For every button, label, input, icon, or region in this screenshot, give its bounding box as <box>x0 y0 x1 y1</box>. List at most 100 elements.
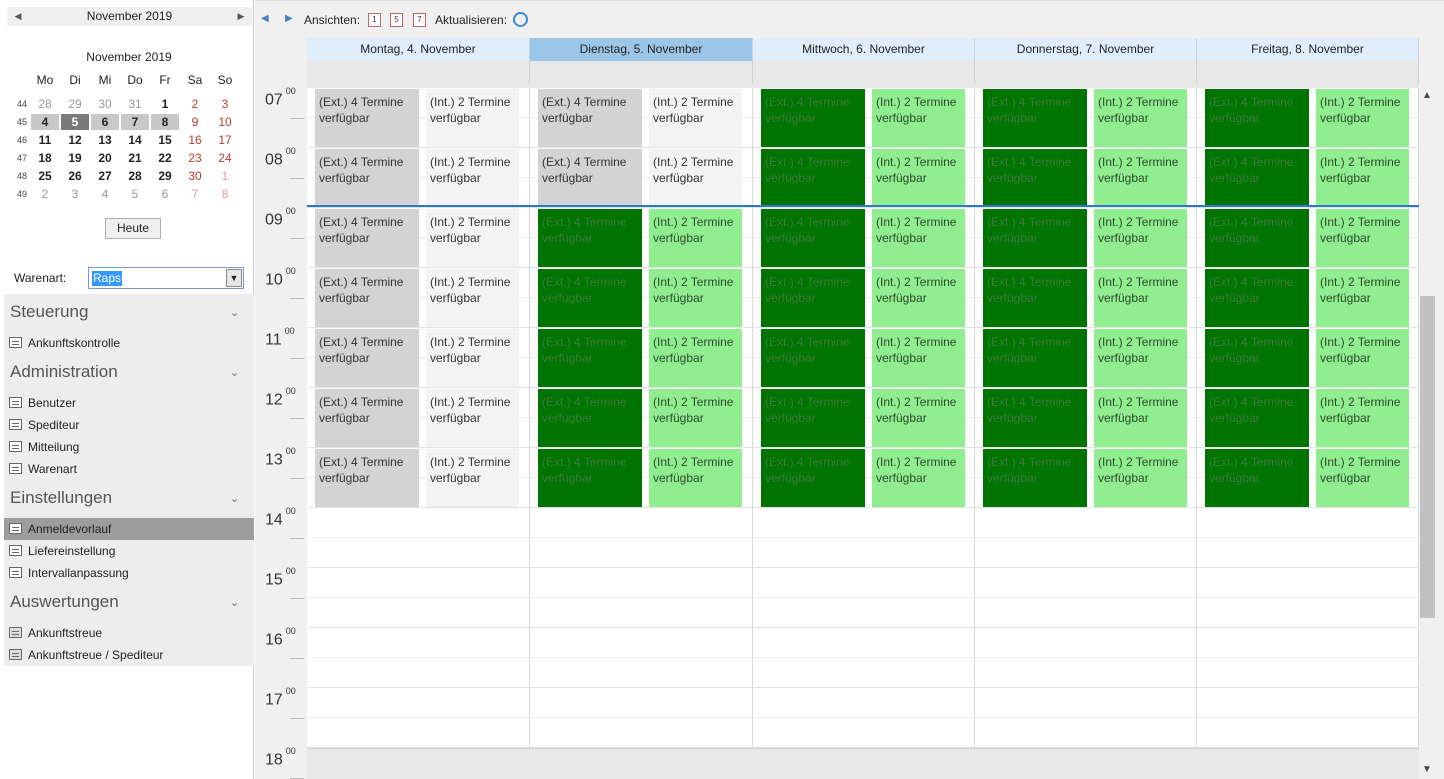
calendar-day[interactable]: 21 <box>128 151 142 165</box>
appointment-int[interactable]: (Int.) 2 Termine verfügbar <box>1316 149 1409 207</box>
nav-item-ankunftstreue-spediteur[interactable]: Ankunftstreue / Spediteur <box>4 644 254 666</box>
appointment-ext[interactable]: (Ext.) 4 Termine verfügbar <box>538 329 642 387</box>
appointment-int[interactable]: (Int.) 2 Termine verfügbar <box>649 209 742 267</box>
scrollbar-thumb[interactable] <box>1420 296 1435 618</box>
appointment-ext[interactable]: (Ext.) 4 Termine verfügbar <box>761 449 865 507</box>
appointment-int[interactable]: (Int.) 2 Termine verfügbar <box>649 449 742 507</box>
time-slot[interactable] <box>975 538 1197 568</box>
calendar-day[interactable]: 28 <box>128 169 142 183</box>
time-slot[interactable] <box>753 538 975 568</box>
appointment-ext[interactable]: (Ext.) 4 Termine verfügbar <box>315 149 419 207</box>
time-slot[interactable] <box>975 688 1197 718</box>
time-slot[interactable] <box>307 178 530 208</box>
time-slot[interactable] <box>530 298 753 328</box>
calendar-day[interactable]: 11 <box>38 133 52 147</box>
appointment-int[interactable]: (Int.) 2 Termine verfügbar <box>649 329 742 387</box>
appointment-ext[interactable]: (Ext.) 4 Termine verfügbar <box>315 209 419 267</box>
calendar-day[interactable]: 9 <box>191 115 199 129</box>
refresh-icon[interactable] <box>513 12 528 27</box>
today-button[interactable]: Heute <box>105 218 161 239</box>
appointment-ext[interactable]: (Ext.) 4 Termine verfügbar <box>983 209 1087 267</box>
calendar-day[interactable]: 22 <box>158 151 172 165</box>
time-slot[interactable] <box>530 598 753 628</box>
chevron-down-icon[interactable]: ⌄ <box>230 493 240 505</box>
appointment-int[interactable]: (Int.) 2 Termine verfügbar <box>1094 329 1187 387</box>
calendar-day[interactable]: 3 <box>221 97 229 111</box>
scroll-up-arrow-icon[interactable]: ▲ <box>1422 90 1432 101</box>
calendar-day[interactable]: 13 <box>98 133 112 147</box>
time-slot[interactable] <box>1197 478 1419 508</box>
calendar-day[interactable]: 6 <box>91 114 119 130</box>
appointment-int[interactable]: (Int.) 2 Termine verfügbar <box>1316 89 1409 147</box>
calendar-day[interactable]: 30 <box>188 169 202 183</box>
appointment-int[interactable]: (Int.) 2 Termine verfügbar <box>1316 329 1409 387</box>
appointment-int[interactable]: (Int.) 2 Termine verfügbar <box>1316 449 1409 507</box>
appointment-ext[interactable]: (Ext.) 4 Termine verfügbar <box>538 89 642 147</box>
appointment-ext[interactable]: (Ext.) 4 Termine verfügbar <box>538 449 642 507</box>
calendar-day[interactable]: 14 <box>128 133 142 147</box>
calendar-day[interactable]: 26 <box>68 169 82 183</box>
appointment-ext[interactable]: (Ext.) 4 Termine verfügbar <box>761 209 865 267</box>
time-slot[interactable] <box>975 178 1197 208</box>
appointment-ext[interactable]: (Ext.) 4 Termine verfügbar <box>1205 89 1309 147</box>
calendar-day[interactable]: 8 <box>151 114 179 130</box>
next-month-arrow-icon[interactable]: ▶ <box>237 11 245 21</box>
chevron-down-icon[interactable]: ⌄ <box>230 367 240 379</box>
time-slot[interactable] <box>1197 358 1419 388</box>
time-slot[interactable] <box>753 478 975 508</box>
calendar-day[interactable]: 10 <box>218 115 232 129</box>
appointment-ext[interactable]: (Ext.) 4 Termine verfügbar <box>983 269 1087 327</box>
all-day-cell[interactable] <box>975 61 1197 83</box>
time-slot[interactable] <box>1197 688 1419 718</box>
time-slot[interactable] <box>1197 568 1419 598</box>
appointment-int[interactable]: (Int.) 2 Termine verfügbar <box>426 449 519 507</box>
appointment-int[interactable]: (Int.) 2 Termine verfügbar <box>1316 389 1409 447</box>
calendar-day[interactable]: 18 <box>38 151 52 165</box>
calendar-day[interactable]: 19 <box>68 151 82 165</box>
scroll-down-arrow-icon[interactable]: ▼ <box>1422 764 1432 775</box>
chevron-down-icon[interactable]: ⌄ <box>230 597 240 609</box>
time-slot[interactable] <box>307 238 530 268</box>
time-slot[interactable] <box>530 358 753 388</box>
time-slot[interactable] <box>530 478 753 508</box>
nav-item-ankunftstreue[interactable]: Ankunftstreue <box>4 622 254 644</box>
prev-week-arrow-icon[interactable]: ◀ <box>261 13 269 24</box>
appointment-ext[interactable]: (Ext.) 4 Termine verfügbar <box>538 209 642 267</box>
time-slot[interactable] <box>1197 718 1419 748</box>
appointment-ext[interactable]: (Ext.) 4 Termine verfügbar <box>983 449 1087 507</box>
appointment-ext[interactable]: (Ext.) 4 Termine verfügbar <box>983 89 1087 147</box>
time-slot[interactable] <box>307 298 530 328</box>
calendar-day[interactable]: 30 <box>98 97 112 111</box>
day-header[interactable]: Donnerstag, 7. November <box>975 38 1197 61</box>
appointment-int[interactable]: (Int.) 2 Termine verfügbar <box>426 389 519 447</box>
appointment-int[interactable]: (Int.) 2 Termine verfügbar <box>426 149 519 207</box>
time-slot[interactable] <box>530 568 753 598</box>
calendar-day[interactable]: 12 <box>68 133 82 147</box>
appointment-int[interactable]: (Int.) 2 Termine verfügbar <box>1094 89 1187 147</box>
time-slot[interactable] <box>1197 118 1419 148</box>
nav-group-einstellungen[interactable]: Einstellungen <box>10 488 113 507</box>
time-slot[interactable] <box>307 628 530 658</box>
appointment-ext[interactable]: (Ext.) 4 Termine verfügbar <box>538 389 642 447</box>
time-slot[interactable] <box>975 658 1197 688</box>
time-slot[interactable] <box>753 628 975 658</box>
time-slot[interactable] <box>530 688 753 718</box>
view-workweek-calendar-icon[interactable]: 5 <box>390 13 403 27</box>
appointment-ext[interactable]: (Ext.) 4 Termine verfügbar <box>761 149 865 207</box>
time-slot[interactable] <box>1197 598 1419 628</box>
nav-group-steuerung[interactable]: Steuerung <box>10 302 89 321</box>
time-slot[interactable] <box>1197 538 1419 568</box>
calendar-day[interactable]: 25 <box>38 169 52 183</box>
time-slot[interactable] <box>307 598 530 628</box>
appointment-int[interactable]: (Int.) 2 Termine verfügbar <box>1094 269 1187 327</box>
appointment-int[interactable]: (Int.) 2 Termine verfügbar <box>1094 449 1187 507</box>
appointment-ext[interactable]: (Ext.) 4 Termine verfügbar <box>315 449 419 507</box>
time-slot[interactable] <box>530 658 753 688</box>
nav-item-ankunftskontrolle[interactable]: Ankunftskontrolle <box>4 332 254 354</box>
calendar-day[interactable]: 4 <box>31 114 59 130</box>
time-slot[interactable] <box>753 298 975 328</box>
time-slot[interactable] <box>975 628 1197 658</box>
time-slot[interactable] <box>530 628 753 658</box>
day-header[interactable]: Dienstag, 5. November <box>530 38 753 61</box>
appointment-ext[interactable]: (Ext.) 4 Termine verfügbar <box>315 329 419 387</box>
